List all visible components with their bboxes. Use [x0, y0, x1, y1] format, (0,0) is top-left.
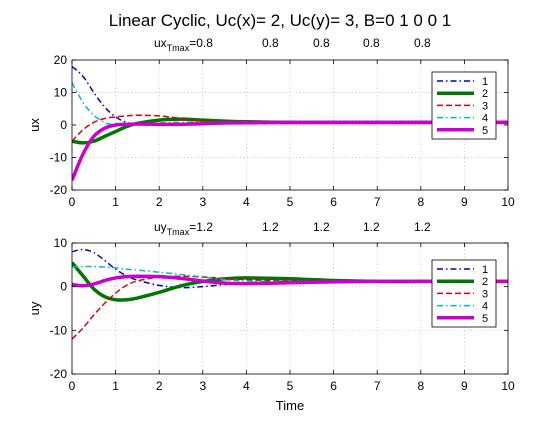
legend-label-5: 5 [482, 313, 488, 325]
legend-label-4: 4 [482, 113, 488, 125]
tmax-annotation-value: 0.8 [313, 36, 330, 50]
x-tick-label: 5 [287, 195, 294, 209]
tmax-annotation-subscript: Tmax [167, 43, 190, 53]
tmax-annotation-value: 1.2 [363, 220, 380, 234]
y-tick-label: -10 [50, 151, 68, 165]
figure-title: Linear Cyclic, Uc(x)= 2, Uc(y)= 3, B=0 1… [109, 11, 452, 30]
x-tick-label: 7 [374, 379, 381, 393]
tmax-annotation-value: =1.2 [189, 220, 213, 234]
y-axis-label: ux [27, 118, 42, 132]
x-tick-label: 10 [501, 379, 515, 393]
x-tick-label: 9 [461, 379, 468, 393]
x-tick-label: 6 [330, 195, 337, 209]
tmax-annotation: uyTmax=1.2 [154, 220, 213, 237]
tmax-annotation-value: 0.8 [414, 36, 431, 50]
x-tick-label: 3 [199, 195, 206, 209]
x-tick-label: 9 [461, 195, 468, 209]
legend-label-2: 2 [482, 88, 488, 100]
tmax-annotation-value: 0.8 [363, 36, 380, 50]
legend-label-1: 1 [482, 264, 488, 276]
tmax-annotation-value: 0.8 [262, 36, 279, 50]
legend-label-1: 1 [482, 76, 488, 88]
x-tick-label: 3 [199, 379, 206, 393]
legend-label-3: 3 [482, 100, 488, 112]
x-tick-label: 10 [501, 195, 515, 209]
y-tick-label: 10 [54, 236, 68, 250]
x-tick-label: 0 [69, 379, 76, 393]
legend-label-4: 4 [482, 301, 488, 313]
tmax-annotation-value: 1.2 [414, 220, 431, 234]
tmax-annotation-value: =0.8 [189, 36, 213, 50]
y-tick-label: 10 [54, 86, 68, 100]
tmax-annotation-subscript: Tmax [167, 227, 190, 237]
x-tick-label: 4 [243, 195, 250, 209]
series-line-5 [72, 274, 508, 288]
y-tick-label: -20 [50, 367, 68, 381]
series-line-5 [72, 120, 508, 181]
series-line-4 [72, 265, 508, 283]
x-tick-label: 1 [112, 195, 119, 209]
x-tick-label: 2 [156, 195, 163, 209]
y-tick-label: 20 [54, 53, 68, 67]
tmax-annotation-value: 1.2 [313, 220, 330, 234]
series-line-3 [72, 275, 508, 340]
x-tick-label: 2 [156, 379, 163, 393]
x-tick-label: 1 [112, 379, 119, 393]
x-tick-label: 6 [330, 379, 337, 393]
legend-label-2: 2 [482, 276, 488, 288]
legend-label-3: 3 [482, 288, 488, 300]
tmax-annotation-value: 1.2 [262, 220, 279, 234]
y-tick-label: 0 [60, 280, 67, 294]
x-axis-label: Time [276, 398, 304, 413]
y-tick-label: -20 [50, 183, 68, 197]
y-tick-label: -10 [50, 323, 68, 337]
x-tick-label: 5 [287, 379, 294, 393]
x-tick-label: 7 [374, 195, 381, 209]
legend-label-5: 5 [482, 125, 488, 137]
y-axis-label: uy [27, 301, 42, 315]
tmax-annotation: uxTmax=0.8 [154, 36, 213, 53]
y-tick-label: 0 [60, 118, 67, 132]
x-tick-label: 8 [417, 379, 424, 393]
x-tick-label: 8 [417, 195, 424, 209]
x-tick-label: 4 [243, 379, 250, 393]
x-tick-label: 0 [69, 195, 76, 209]
